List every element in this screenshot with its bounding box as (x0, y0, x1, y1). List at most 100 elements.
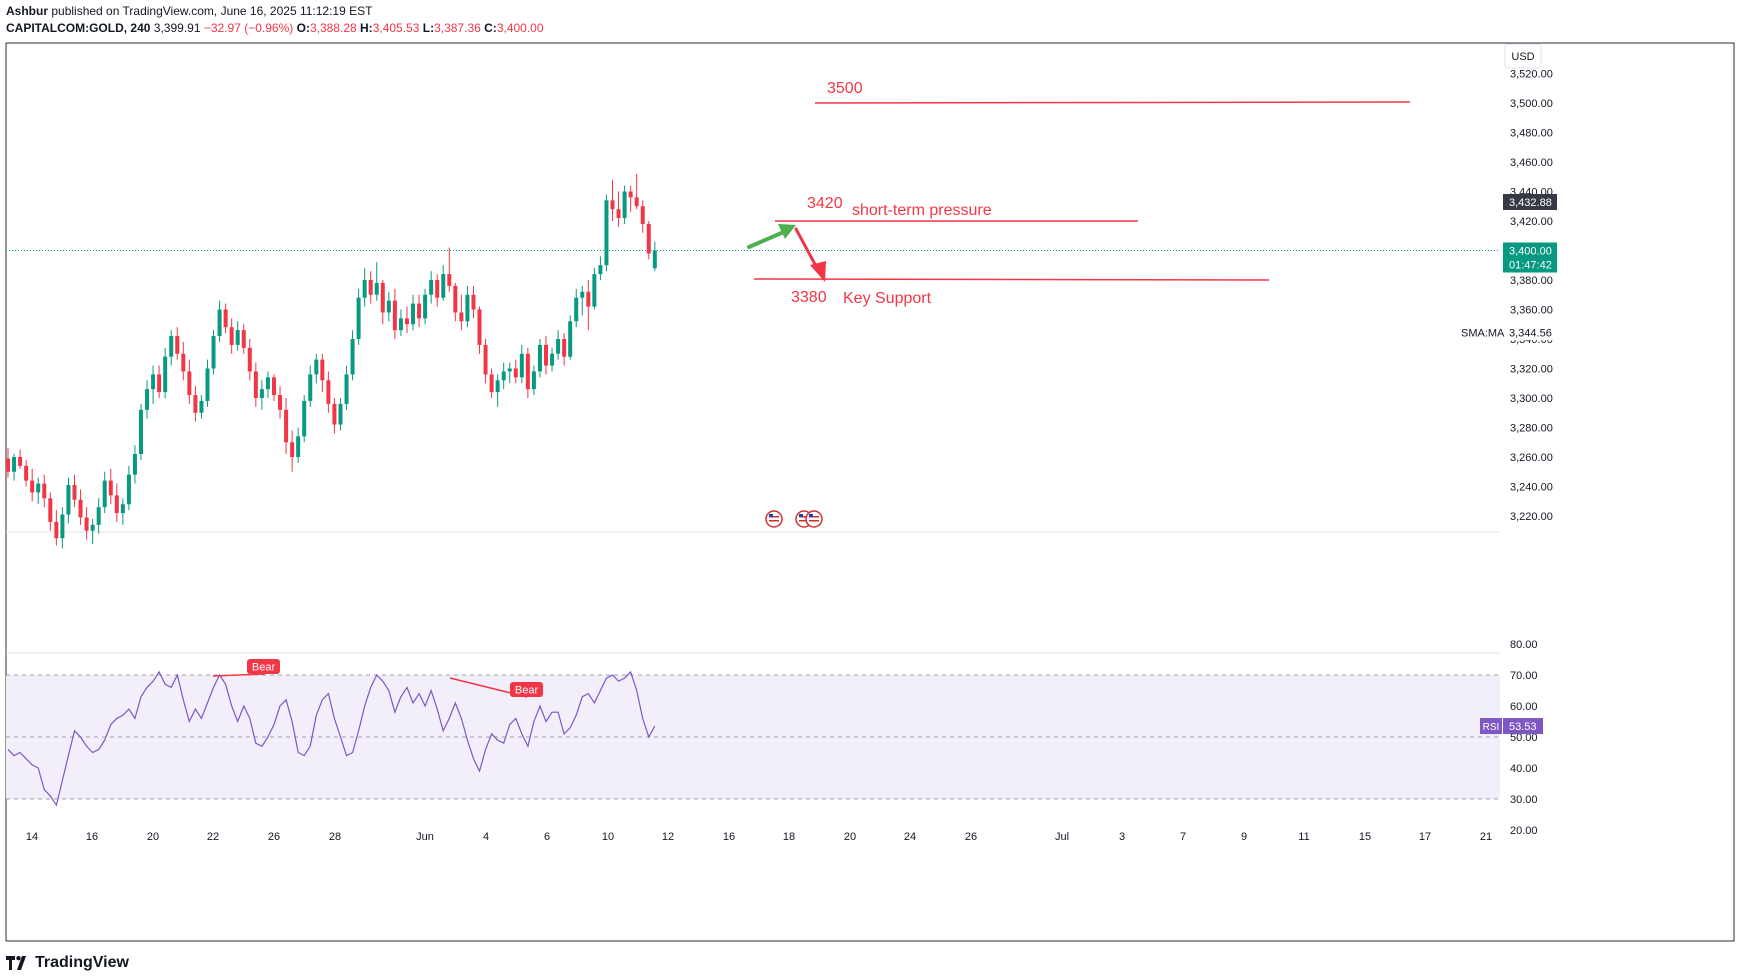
high-value: 3,405.53 (372, 21, 420, 35)
sma-value: 3,344.56 (1509, 327, 1552, 339)
candle-body (235, 330, 240, 345)
candle-body (211, 336, 216, 369)
rsi-value: 53.53 (1509, 721, 1537, 733)
candle-body (138, 409, 143, 455)
candle-body (404, 318, 409, 325)
candle-body (290, 442, 295, 457)
time-axis-tick: 11 (1298, 831, 1309, 843)
candle-body (241, 330, 246, 348)
candle-body (531, 371, 536, 390)
candle-body (169, 336, 174, 357)
bear-label-box (510, 682, 543, 697)
candle-body (193, 395, 198, 413)
candle-body (380, 282, 385, 313)
current-price-tag-text: 3,400.00 (1509, 246, 1552, 258)
price-axis-tick: 3,240.00 (1510, 482, 1553, 494)
candle-body (640, 206, 645, 224)
bear-label: Bear (252, 662, 276, 674)
candle-body (350, 339, 355, 375)
time-axis-tick: 16 (86, 831, 98, 843)
time-axis-tick: 18 (783, 831, 795, 843)
bounce-arrow-shaft (747, 229, 788, 249)
rsi-axis-tick: 50.00 (1510, 732, 1538, 744)
time-axis-tick: 26 (965, 831, 977, 843)
candle-body (320, 359, 325, 381)
author-name[interactable]: Ashbur (6, 4, 48, 18)
candle-body (513, 368, 518, 378)
candle-body (108, 480, 113, 496)
candle-body (386, 300, 391, 313)
candle-body (489, 374, 494, 393)
high-label: H: (360, 21, 373, 35)
candle-body (72, 485, 77, 500)
publish-info: Ashbur published on TradingView.com, Jun… (6, 4, 372, 18)
bar-countdown: 01:47:42 (1509, 260, 1552, 272)
time-axis-tick: 24 (904, 831, 916, 843)
candle-body (42, 483, 47, 499)
low-label: L: (422, 21, 435, 35)
bounce-arrow-head (778, 224, 796, 239)
symbol-name[interactable]: CAPITALCOM:GOLD, 240 (6, 21, 151, 35)
rsi-axis-tick: 60.00 (1510, 701, 1538, 713)
flag-stripe (799, 516, 809, 518)
candle-body (519, 353, 524, 378)
rsi-axis-tick: 40.00 (1510, 763, 1538, 775)
price-axis-tick: 3,300.00 (1510, 393, 1553, 405)
us-event-flag-icon (805, 510, 823, 528)
time-axis-tick: 14 (26, 831, 38, 843)
resistance-line-3500 (814, 101, 1411, 104)
bear-label: Bear (515, 685, 539, 697)
time-axis-tick: 26 (268, 831, 280, 843)
price-axis-tick: 3,460.00 (1510, 157, 1553, 169)
candle-body (556, 339, 561, 354)
candle-body (356, 297, 361, 339)
sma-label: SMA:MA (1461, 327, 1505, 339)
candle-body (477, 309, 482, 345)
candle-body (90, 524, 95, 531)
candle-body (259, 389, 264, 398)
rsi-axis-tick: 80.00 (1510, 639, 1538, 651)
candle-body (199, 400, 204, 413)
drop-arrow-head (810, 261, 826, 282)
time-axis-tick: 15 (1359, 831, 1371, 843)
candle-body (84, 517, 89, 531)
candle-body (574, 297, 579, 322)
low-value: 3,387.36 (434, 21, 481, 35)
candle-body (441, 274, 446, 298)
flag-stripe (809, 520, 819, 522)
candle-body (60, 514, 65, 539)
candle-body (308, 374, 313, 401)
time-axis-tick: 21 (1480, 831, 1492, 843)
candle-body (205, 368, 210, 401)
flag-stripe (769, 516, 779, 518)
candle-body (453, 285, 458, 313)
candle-body (374, 282, 379, 295)
level-label-3380: 3380 (791, 289, 827, 306)
flag-stripe (769, 520, 779, 522)
candle-body (507, 368, 512, 372)
candle-body (628, 191, 633, 198)
candle-body (332, 403, 337, 425)
candle-body (30, 480, 35, 493)
flag-canton (809, 514, 813, 517)
price-axis-tick: 3,480.00 (1510, 128, 1553, 140)
close-label: C: (484, 21, 497, 35)
candle-body (163, 356, 168, 393)
candle-body (326, 380, 331, 404)
candle-body (338, 403, 343, 425)
high-price-tag (1503, 194, 1557, 211)
candle-body (447, 274, 452, 286)
candle-body (483, 344, 488, 375)
candle-body (622, 191, 627, 219)
candle-body (126, 474, 131, 505)
candle-body (175, 336, 180, 354)
level-note-key-support: Key Support (843, 290, 932, 307)
candle-body (66, 485, 71, 515)
candle-body (429, 280, 434, 295)
candle-body (634, 197, 639, 207)
tradingview-branding[interactable]: TradingView (6, 954, 129, 972)
price-axis-tick: 3,280.00 (1510, 423, 1553, 435)
time-axis-tick: 10 (602, 831, 614, 843)
candle-body (278, 395, 283, 410)
